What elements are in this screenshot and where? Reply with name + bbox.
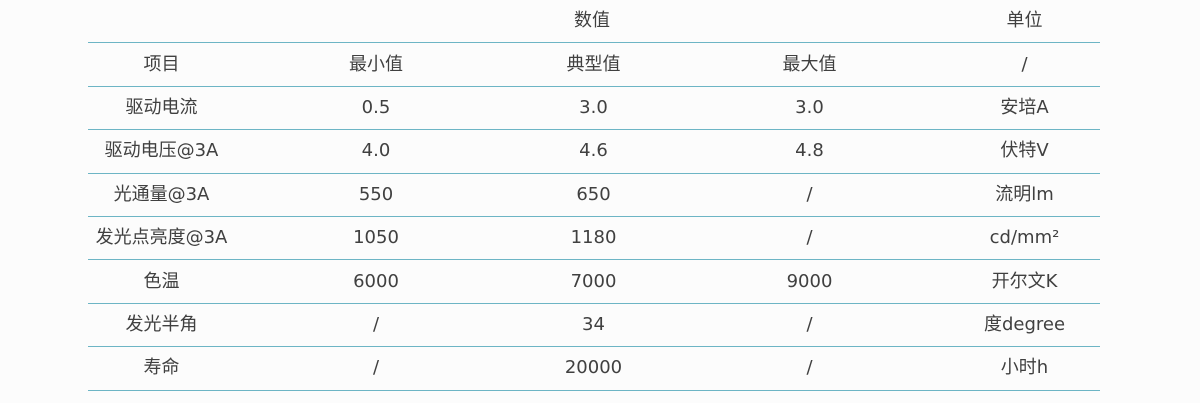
cell-typical: 34 (582, 313, 605, 335)
cell-max: 9000 (786, 270, 833, 292)
column-header-typical: 典型值 (566, 53, 621, 75)
table-row: 发光点亮度@3A 1050 1180 / cd/mm² (88, 217, 1100, 261)
cell-unit: 流明lm (995, 183, 1054, 205)
table-row: 驱动电压@3A 4.0 4.6 4.8 伏特V (88, 130, 1100, 174)
column-header-row: 项目 最小值 典型值 最大值 / (88, 43, 1100, 87)
cell-unit: cd/mm² (989, 227, 1060, 249)
cell-max: / (806, 227, 813, 249)
cell-item: 驱动电流 (125, 96, 198, 118)
cell-max: / (806, 183, 813, 205)
cell-item: 发光点亮度@3A (95, 227, 228, 249)
cell-min: 4.0 (361, 140, 391, 162)
cell-unit: 度degree (983, 313, 1066, 335)
spec-table: 数值 单位 项目 最小值 典型值 最大值 / 驱动电流 0.5 3.0 3.0 … (88, 0, 1100, 391)
column-header-item: 项目 (143, 53, 180, 75)
cell-unit: 小时h (1000, 357, 1049, 379)
cell-unit: 开尔文K (991, 270, 1058, 292)
cell-typical: 1180 (570, 227, 617, 249)
cell-typical: 20000 (564, 357, 623, 379)
cell-typical: 4.6 (579, 140, 608, 162)
cell-item: 驱动电压@3A (104, 140, 219, 162)
cell-unit: 安培A (1000, 96, 1049, 118)
table-row: 驱动电流 0.5 3.0 3.0 安培A (88, 87, 1100, 131)
column-header-min: 最小值 (349, 53, 403, 75)
group-header-values: 数值 (574, 10, 610, 32)
group-header-unit: 单位 (1006, 10, 1043, 32)
table-row: 寿命 / 20000 / 小时h (88, 347, 1100, 391)
cell-min: / (372, 313, 380, 335)
cell-typical: 650 (576, 183, 611, 205)
cell-min: 550 (358, 183, 394, 205)
cell-max: / (806, 357, 813, 379)
cell-item: 光通量@3A (113, 183, 210, 205)
table-row: 色温 6000 7000 9000 开尔文K (88, 260, 1100, 304)
column-header-unit-slash: / (1021, 53, 1028, 75)
table-row: 光通量@3A 550 650 / 流明lm (88, 174, 1100, 217)
cell-min: 1050 (353, 227, 399, 249)
cell-min: 0.5 (361, 96, 391, 118)
cell-max: 4.8 (795, 140, 824, 162)
cell-unit: 伏特V (1000, 140, 1049, 162)
column-header-max: 最大值 (782, 53, 837, 75)
cell-item: 色温 (143, 270, 180, 292)
cell-typical: 3.0 (579, 96, 608, 118)
cell-typical: 7000 (570, 270, 617, 292)
cell-min: 6000 (353, 270, 399, 292)
cell-max: 3.0 (795, 96, 824, 118)
table-row: 发光半角 / 34 / 度degree (88, 304, 1100, 348)
cell-item: 寿命 (143, 357, 180, 379)
cell-min: / (372, 357, 380, 379)
cell-max: / (806, 313, 813, 335)
cell-item: 发光半角 (125, 313, 198, 335)
group-header-row: 数值 单位 (88, 0, 1100, 44)
